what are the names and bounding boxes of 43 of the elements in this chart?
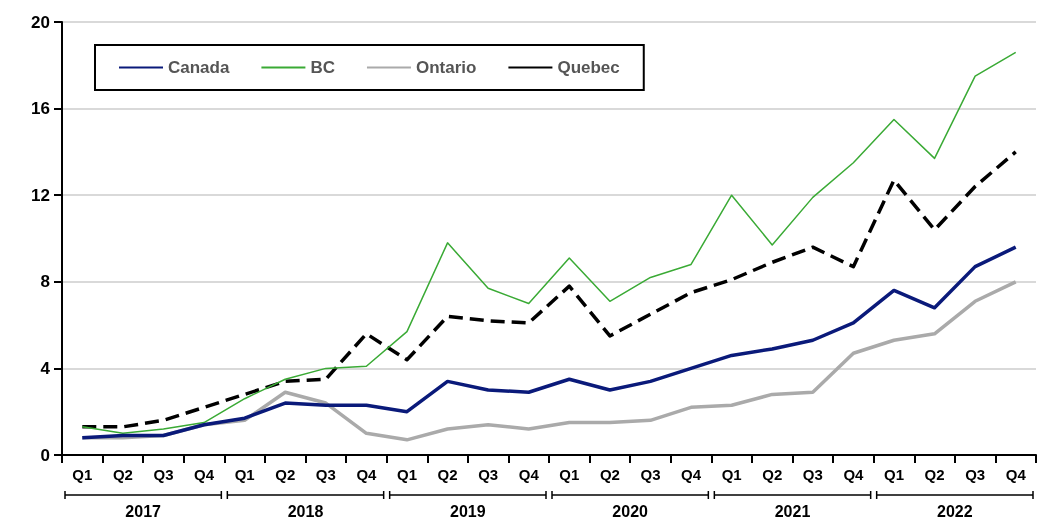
x-tick-label: Q4: [1005, 466, 1027, 483]
line-series: [81, 51, 1017, 435]
text: 2022: [937, 502, 973, 520]
legend-label: Quebec: [557, 58, 620, 77]
y-tick-label: 12: [31, 185, 50, 205]
text: 2020: [612, 502, 649, 520]
x-tick-label: Q1: [883, 466, 904, 483]
x-tick-label: Q2: [437, 466, 458, 483]
legend-label: BC: [310, 58, 335, 77]
text: 2018: [287, 502, 324, 520]
text: 2021: [774, 502, 811, 520]
x-tick-label: Q4: [681, 466, 702, 483]
x-tick-label: Q3: [965, 466, 986, 483]
y-tick-label: 4: [40, 358, 51, 378]
x-tick-label: Q4: [356, 466, 378, 483]
line-series: [80, 245, 1018, 440]
x-tick-label: Q1: [72, 466, 93, 483]
x-tick-label: Q4: [194, 466, 215, 483]
x-tick-label: Q2: [762, 466, 783, 483]
x-tick-label: Q1: [234, 466, 255, 483]
text: 2017: [125, 502, 162, 520]
legend-label: Canada: [168, 58, 230, 77]
y-tick-label: 16: [31, 99, 50, 119]
y-tick-label: 0: [40, 445, 50, 465]
x-tick-label: Q1: [559, 466, 580, 483]
x-tick-label: Q4: [843, 466, 865, 483]
x-tick-label: Q2: [112, 466, 133, 483]
x-tick-label: Q3: [640, 466, 661, 483]
x-tick-label: Q2: [275, 466, 296, 483]
x-tick-label: Q2: [599, 466, 620, 483]
x-tick-label: Q3: [315, 466, 336, 483]
x-tick-label: Q4: [518, 466, 540, 483]
x-tick-label: Q3: [478, 466, 499, 483]
text: 2019: [450, 502, 486, 520]
x-tick-label: Q2: [924, 466, 945, 483]
x-tick-label: Q3: [802, 466, 823, 483]
legend-label: Ontario: [415, 58, 477, 77]
x-tick-label: Q1: [396, 466, 417, 483]
y-tick-label: 8: [40, 272, 50, 292]
x-tick-label: Q1: [721, 466, 742, 483]
line-series: [80, 150, 1018, 429]
y-tick-label: 20: [31, 12, 50, 32]
x-tick-label: Q3: [153, 466, 174, 483]
